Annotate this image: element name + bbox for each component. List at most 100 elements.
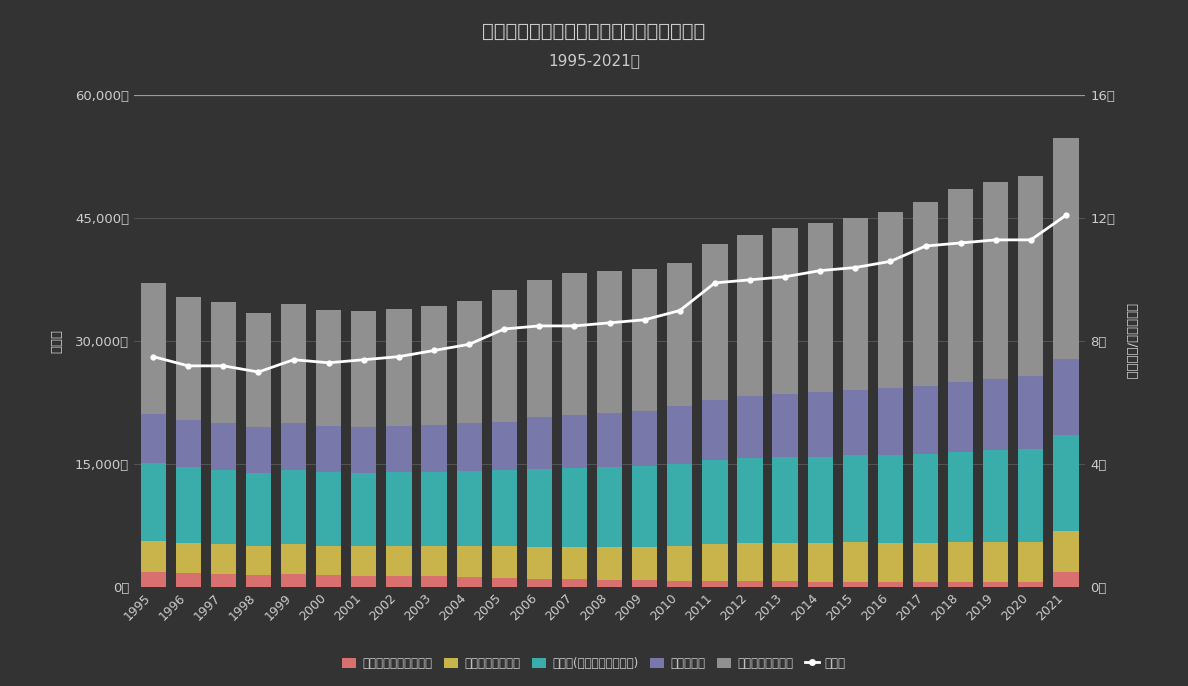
Bar — [1018, 176, 1043, 376]
Bar — [668, 580, 693, 587]
Bar — [176, 573, 201, 587]
Bar — [456, 546, 482, 577]
Bar — [738, 235, 763, 396]
Bar — [422, 306, 447, 425]
Bar — [456, 423, 482, 471]
Bar — [492, 422, 517, 470]
Bar — [984, 542, 1009, 582]
Bar — [316, 427, 341, 473]
Bar — [808, 224, 833, 392]
Bar — [984, 182, 1009, 379]
Bar — [842, 218, 868, 390]
Bar — [352, 311, 377, 427]
Bar — [422, 471, 447, 546]
Bar — [282, 574, 307, 587]
Bar — [352, 546, 377, 576]
Bar — [246, 427, 271, 473]
Bar — [632, 466, 657, 547]
Bar — [176, 543, 201, 573]
Bar — [386, 309, 411, 426]
Bar — [702, 544, 727, 581]
Bar — [738, 581, 763, 587]
Bar — [984, 451, 1009, 542]
Bar — [246, 546, 271, 575]
Bar — [422, 425, 447, 471]
Bar — [282, 545, 307, 574]
Bar — [562, 547, 587, 579]
Legend: 胃潰瘍・十二指腸潰瘍, ヘルニア・腸閉塞, 肝硬変(アルコール性除く), 他の肝疾患, 他の消化器系疾患, 死亡率: 胃潰瘍・十二指腸潰瘍, ヘルニア・腸閉塞, 肝硬変(アルコール性除く), 他の肝… — [337, 652, 851, 674]
Bar — [738, 458, 763, 543]
Bar — [1054, 359, 1079, 436]
Bar — [668, 546, 693, 580]
Bar — [352, 576, 377, 587]
Bar — [1018, 449, 1043, 543]
Bar — [562, 273, 587, 414]
Bar — [702, 581, 727, 587]
Bar — [772, 581, 798, 587]
Bar — [668, 406, 693, 464]
Bar — [632, 580, 657, 587]
Bar — [596, 414, 623, 467]
Bar — [948, 452, 973, 542]
Bar — [246, 575, 271, 587]
Bar — [1054, 436, 1079, 532]
Bar — [246, 473, 271, 546]
Bar — [912, 202, 939, 386]
Bar — [596, 271, 623, 414]
Bar — [842, 390, 868, 456]
Bar — [176, 467, 201, 543]
Bar — [282, 423, 307, 470]
Bar — [668, 263, 693, 406]
Bar — [912, 454, 939, 543]
Bar — [176, 420, 201, 467]
Bar — [562, 468, 587, 547]
Bar — [386, 426, 411, 473]
Bar — [316, 473, 341, 546]
Bar — [632, 269, 657, 412]
Bar — [702, 460, 727, 544]
Bar — [526, 469, 552, 547]
Bar — [316, 546, 341, 575]
Bar — [316, 575, 341, 587]
Bar — [140, 283, 166, 414]
Bar — [808, 457, 833, 543]
Bar — [282, 305, 307, 423]
Bar — [948, 189, 973, 382]
Bar — [492, 578, 517, 587]
Bar — [352, 427, 377, 473]
Bar — [1018, 582, 1043, 587]
Bar — [772, 394, 798, 457]
Bar — [140, 414, 166, 463]
Bar — [210, 423, 236, 470]
Bar — [702, 244, 727, 400]
Bar — [526, 579, 552, 587]
Bar — [422, 546, 447, 576]
Bar — [562, 414, 587, 468]
Bar — [386, 473, 411, 546]
Bar — [492, 470, 517, 546]
Bar — [984, 379, 1009, 451]
Bar — [526, 547, 552, 579]
Bar — [878, 582, 903, 587]
Bar — [140, 541, 166, 572]
Bar — [668, 464, 693, 546]
Bar — [912, 543, 939, 582]
Bar — [632, 412, 657, 466]
Bar — [456, 301, 482, 423]
Bar — [246, 313, 271, 427]
Bar — [210, 574, 236, 587]
Bar — [492, 290, 517, 422]
Bar — [808, 543, 833, 582]
Bar — [140, 463, 166, 541]
Bar — [596, 467, 623, 547]
Bar — [948, 382, 973, 452]
Bar — [948, 542, 973, 582]
Bar — [772, 457, 798, 543]
Bar — [702, 400, 727, 460]
Bar — [878, 388, 903, 455]
Bar — [842, 543, 868, 582]
Bar — [176, 297, 201, 420]
Bar — [1054, 532, 1079, 572]
Bar — [878, 543, 903, 582]
Bar — [878, 455, 903, 543]
